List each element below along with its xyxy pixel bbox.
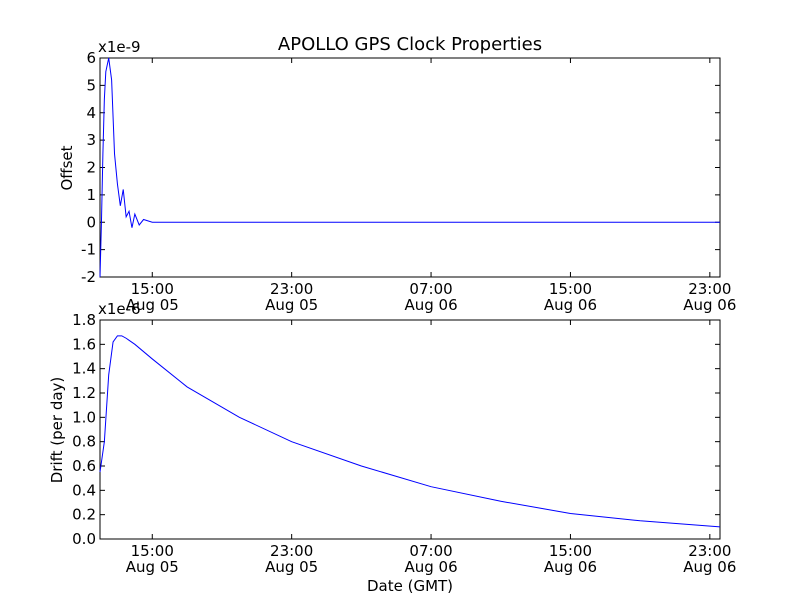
drift-plot-area (99, 319, 721, 540)
offset-y-tick-label: 0 (86, 213, 96, 231)
offset-y-tick-label: -1 (81, 241, 96, 259)
offset-y-multiplier: x1e-9 (98, 38, 141, 56)
drift-x-tick-date: Aug 06 (683, 558, 736, 576)
offset-plot-area (99, 57, 721, 278)
offset-x-tick-date: Aug 05 (126, 296, 179, 314)
drift-x-tick-time: 15:00 (131, 542, 174, 560)
drift-y-multiplier: x1e-6 (98, 300, 141, 318)
offset-x-tick-date: Aug 05 (265, 296, 318, 314)
drift-x-tick-time: 23:00 (688, 542, 731, 560)
drift-x-tick-time: 15:00 (549, 542, 592, 560)
chart-title: APOLLO GPS Clock Properties (278, 34, 542, 55)
offset-y-tick-label: 5 (86, 76, 96, 94)
drift-y-tick-label: 0.0 (72, 530, 96, 548)
drift-y-tick-label: 1.2 (72, 384, 96, 402)
x-axis-label: Date (GMT) (367, 577, 453, 595)
drift-y-tick-label: 1.8 (72, 311, 96, 329)
offset-y-tick-label: 6 (86, 49, 96, 67)
drift-y-axis-label: Drift (per day) (48, 377, 66, 484)
offset-x-tick-date: Aug 06 (683, 296, 736, 314)
offset-tick-labels: -2 -1 0 1 2 3 4 5 6 (81, 49, 96, 286)
offset-x-tick-date: Aug 06 (404, 296, 457, 314)
drift-panel: 0.00.20.40.60.81.01.21.41.61.8 15:00Aug … (48, 300, 736, 576)
drift-y-tick-label: 0.6 (72, 457, 96, 475)
drift-y-tick-label: 0.8 (72, 433, 96, 451)
offset-series-line (99, 57, 720, 278)
drift-y-tick-label: 1.0 (72, 408, 96, 426)
offset-y-tick-label: 3 (86, 131, 96, 149)
drift-x-tick-time: 07:00 (409, 542, 452, 560)
offset-x-tick-time: 23:00 (688, 280, 731, 298)
drift-x-tick-date: Aug 05 (126, 558, 179, 576)
offset-y-tick-label: 1 (86, 186, 96, 204)
drift-y-tick-label: 0.4 (72, 481, 96, 499)
drift-x-tick-time: 23:00 (270, 542, 313, 560)
drift-y-tick-label: 0.2 (72, 506, 96, 524)
offset-x-tick-time: 23:00 (270, 280, 313, 298)
offset-y-tick-label: 2 (86, 159, 96, 177)
offset-x-tick-date: Aug 06 (544, 296, 597, 314)
drift-y-tick-label: 1.4 (72, 360, 96, 378)
drift-x-tick-date: Aug 05 (265, 558, 318, 576)
drift-tick-labels: 0.0 0.2 0.4 0.6 0.8 1.0 1.2 1.4 1.6 1.8 (72, 311, 96, 548)
offset-x-tick-time: 15:00 (549, 280, 592, 298)
drift-series-line (99, 335, 721, 528)
offset-y-axis-label: Offset (58, 145, 76, 190)
drift-x-tick-date: Aug 06 (404, 558, 457, 576)
offset-y-tick-label: 4 (86, 104, 96, 122)
drift-x-tick-date: Aug 06 (544, 558, 597, 576)
offset-y-tick-label: -2 (81, 268, 96, 286)
drift-y-tick-label: 1.6 (72, 335, 96, 353)
offset-x-tick-time: 07:00 (409, 280, 452, 298)
drift-grid-ticks (100, 319, 720, 540)
offset-x-tick-time: 15:00 (131, 280, 174, 298)
